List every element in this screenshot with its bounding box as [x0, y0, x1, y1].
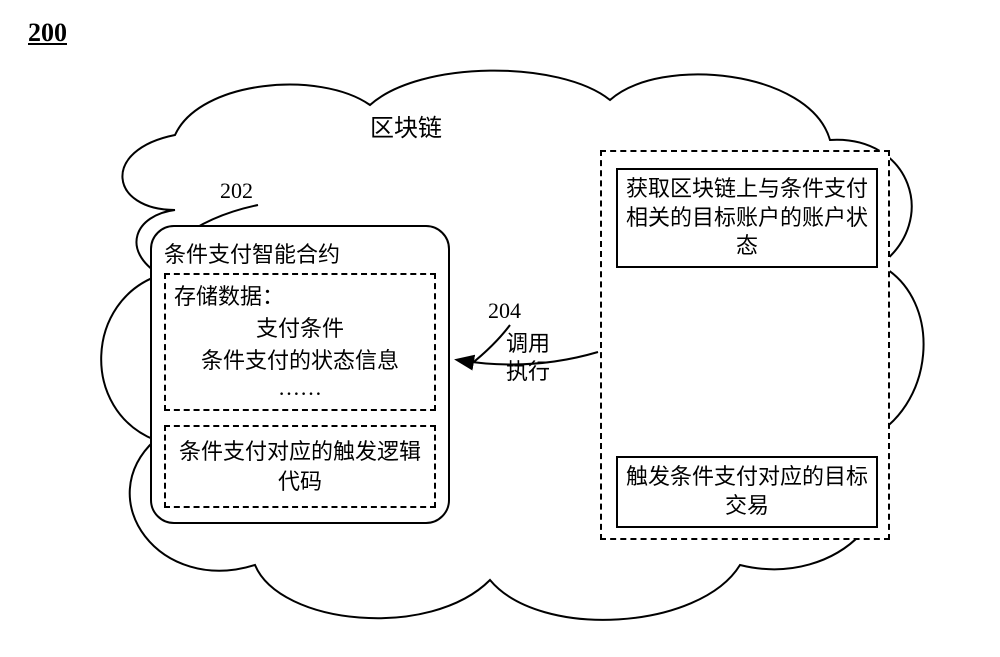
figure-number: 200	[28, 18, 67, 48]
stored-data-header: 存储数据：	[174, 279, 426, 311]
flow-box-3: 触发条件支付对应的目标交易	[616, 456, 878, 528]
call-exec-label: 调用 执行	[506, 330, 550, 385]
ref-202: 202	[220, 178, 253, 204]
stored-line-0: 支付条件	[174, 311, 426, 343]
contract-title: 条件支付智能合约	[164, 237, 436, 269]
stored-data-box: 存储数据： 支付条件 条件支付的状态信息 ……	[164, 273, 436, 411]
flow-box-1: 获取区块链上与条件支付相关的目标账户的账户状态	[616, 168, 878, 268]
trigger-code-box: 条件支付对应的触发逻辑代码	[164, 425, 436, 508]
leader-204	[470, 325, 510, 365]
ref-204: 204	[488, 298, 521, 324]
contract-box: 条件支付智能合约 存储数据： 支付条件 条件支付的状态信息 …… 条件支付对应的…	[150, 225, 450, 524]
stored-line-2: ……	[174, 375, 426, 401]
cloud-title: 区块链	[370, 108, 442, 143]
flow-container: 获取区块链上与条件支付相关的目标账户的账户状态 触发条件支付对应的目标交易	[600, 150, 890, 540]
stored-line-1: 条件支付的状态信息	[174, 343, 426, 375]
